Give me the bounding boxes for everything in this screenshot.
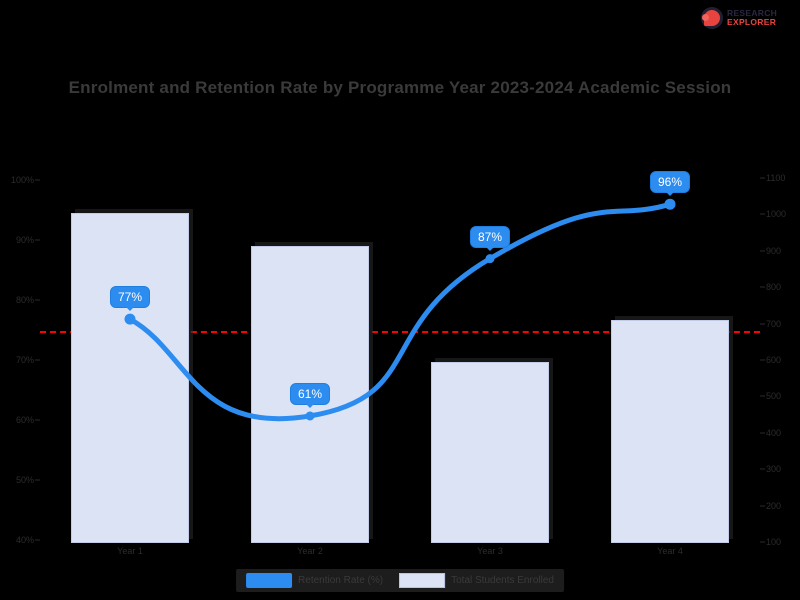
chart-legend: Retention Rate (%) Total Students Enrolle… <box>236 569 564 592</box>
y-axis-left-tick-mark <box>35 299 40 301</box>
legend-item[interactable]: Total Students Enrolled <box>399 573 554 588</box>
y-axis-right: 1100 1000 900 800 700 600 500 400 300 200 100 <box>760 170 800 550</box>
y-axis-right-tick-mark <box>760 432 765 434</box>
logo-line-2: EXPLORER <box>727 17 777 27</box>
y-axis-left-tick-mark <box>35 179 40 181</box>
y-axis-left-tick: 40% <box>15 535 34 545</box>
chart-title: Enrolment and Retention Rate by Programm… <box>68 78 732 97</box>
legend-label: Total Students Enrolled <box>451 575 554 586</box>
y-axis-right-tick-mark <box>760 395 765 397</box>
brand-logo: RESEARCH EXPLORER <box>700 3 796 33</box>
y-axis-right-tick: 800 <box>766 282 782 293</box>
x-axis-tick-label: Year 1 <box>117 546 143 556</box>
y-axis-right-tick-mark <box>760 177 765 179</box>
x-axis-tick-label: Year 4 <box>657 546 683 556</box>
x-axis-tick-label: Year 3 <box>477 546 503 556</box>
y-axis-right-tick-mark <box>760 359 765 361</box>
y-axis-left-tick-mark <box>35 539 40 541</box>
y-axis-right-tick-mark <box>760 213 765 215</box>
legend-label: Retention Rate (%) <box>298 575 384 586</box>
y-axis-right-tick-mark <box>760 286 765 288</box>
bar-year-4[interactable] <box>611 320 729 543</box>
legend-swatch-bar <box>399 573 446 588</box>
y-axis-right-tick: 600 <box>766 355 782 365</box>
y-axis-right-tick-mark <box>760 250 765 252</box>
y-axis-left-tick: 100% <box>10 175 34 185</box>
y-axis-right-tick: 100 <box>766 537 782 547</box>
data-label-year-4: 96% <box>649 171 691 197</box>
bar-year-3[interactable] <box>431 361 549 543</box>
y-axis-right-tick-mark <box>760 468 765 470</box>
legend-item[interactable]: Retention Rate (%) <box>246 573 383 588</box>
y-axis-left-tick: 70% <box>15 355 34 365</box>
logo-text: RESEARCH EXPLORER <box>727 9 777 27</box>
y-axis-left-tick: 60% <box>15 415 34 425</box>
y-axis-right-tick: 500 <box>766 391 782 402</box>
y-axis-left-tick-mark <box>35 359 40 361</box>
legend-swatch-line <box>246 573 293 588</box>
y-axis-right-tick: 400 <box>766 427 782 438</box>
logo-mark-icon <box>700 6 724 30</box>
y-axis-left-tick-mark <box>35 419 40 421</box>
data-label-year-3: 87% <box>469 225 511 251</box>
y-axis-right-tick-mark <box>760 541 765 543</box>
logo-line-1: RESEARCH <box>727 8 778 19</box>
y-axis-right-tick: 900 <box>766 245 782 256</box>
y-axis-left-tick: 50% <box>15 475 34 485</box>
x-axis-tick-label: Year 2 <box>297 546 323 556</box>
bar-year-1[interactable] <box>71 213 189 543</box>
y-axis-right-tick-mark <box>760 505 765 507</box>
y-axis-left-tick: 90% <box>15 235 34 245</box>
data-label-year-2: 61% <box>289 382 331 408</box>
y-axis-right-tick: 1100 <box>766 173 786 183</box>
y-axis-left: 100% 90% 80% 70% 60% 50% 40% <box>0 170 40 550</box>
data-label-year-1: 77% <box>109 286 151 312</box>
y-axis-right-tick: 1000 <box>766 209 787 220</box>
y-axis-left-tick-mark <box>35 479 40 481</box>
y-axis-left-tick-mark <box>35 239 40 241</box>
y-axis-right-tick-mark <box>760 323 765 325</box>
y-axis-right-tick: 300 <box>766 464 782 475</box>
plot-area <box>40 180 760 543</box>
y-axis-left-tick: 80% <box>15 295 34 305</box>
y-axis-right-tick: 200 <box>766 500 782 511</box>
y-axis-right-tick: 700 <box>766 318 782 329</box>
